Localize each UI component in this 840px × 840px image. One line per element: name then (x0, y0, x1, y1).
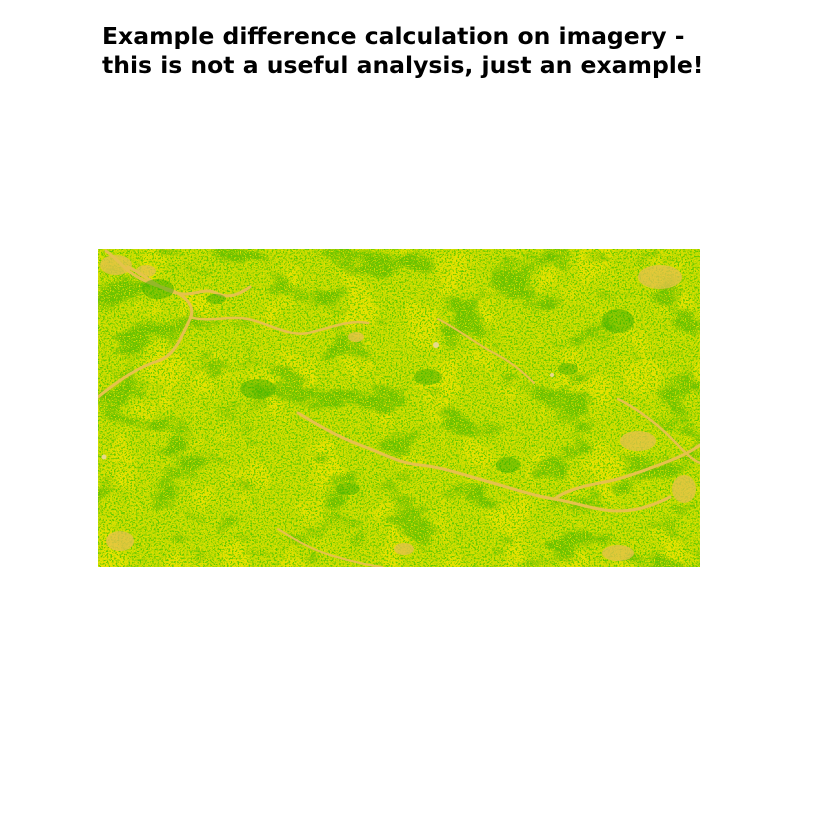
plot-title: Example difference calculation on imager… (102, 22, 703, 80)
plot-title-line-2: this is not a useful analysis, just an e… (102, 51, 704, 79)
raster-green-clusters (142, 279, 634, 495)
raster-pale-dots (101, 342, 554, 460)
raster-yellow-speckle (98, 249, 700, 567)
raster-canvas (98, 249, 700, 567)
difference-raster-image (98, 249, 700, 567)
plot-title-line-1: Example difference calculation on imager… (102, 22, 685, 50)
raster-orange-patches (100, 255, 696, 561)
